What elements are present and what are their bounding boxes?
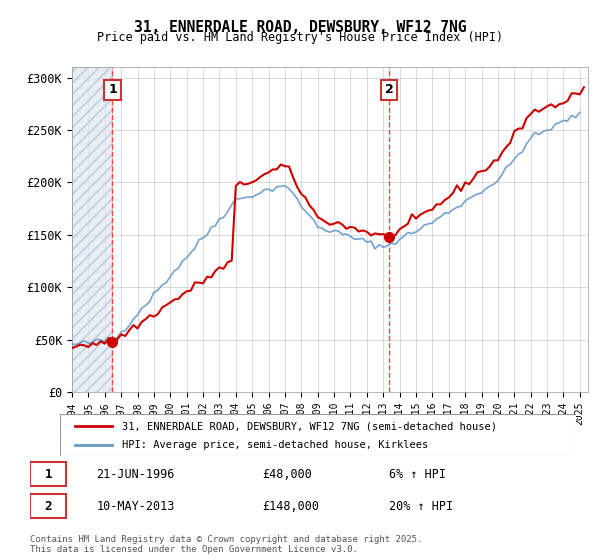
Text: Price paid vs. HM Land Registry's House Price Index (HPI): Price paid vs. HM Land Registry's House … xyxy=(97,31,503,44)
Text: 2: 2 xyxy=(44,500,52,513)
Text: 20% ↑ HPI: 20% ↑ HPI xyxy=(389,500,453,513)
FancyBboxPatch shape xyxy=(30,494,66,519)
Text: 6% ↑ HPI: 6% ↑ HPI xyxy=(389,468,446,480)
Text: 1: 1 xyxy=(44,468,52,480)
Text: 31, ENNERDALE ROAD, DEWSBURY, WF12 7NG: 31, ENNERDALE ROAD, DEWSBURY, WF12 7NG xyxy=(134,20,466,35)
Bar xyxy=(72,67,112,392)
Text: 21-JUN-1996: 21-JUN-1996 xyxy=(96,468,175,480)
Text: HPI: Average price, semi-detached house, Kirklees: HPI: Average price, semi-detached house,… xyxy=(122,440,428,450)
Text: 31, ENNERDALE ROAD, DEWSBURY, WF12 7NG (semi-detached house): 31, ENNERDALE ROAD, DEWSBURY, WF12 7NG (… xyxy=(122,421,497,431)
Text: Contains HM Land Registry data © Crown copyright and database right 2025.
This d: Contains HM Land Registry data © Crown c… xyxy=(30,535,422,554)
Text: £148,000: £148,000 xyxy=(262,500,319,513)
Text: £48,000: £48,000 xyxy=(262,468,312,480)
Text: 1: 1 xyxy=(108,83,117,96)
FancyBboxPatch shape xyxy=(30,462,66,486)
Text: 10-MAY-2013: 10-MAY-2013 xyxy=(96,500,175,513)
FancyBboxPatch shape xyxy=(60,414,576,456)
Text: 2: 2 xyxy=(385,83,394,96)
